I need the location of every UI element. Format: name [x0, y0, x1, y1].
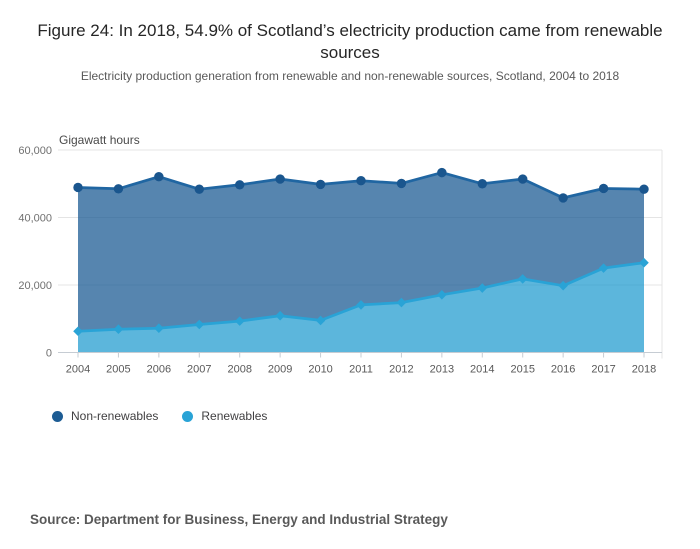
svg-text:2013: 2013 — [430, 364, 454, 376]
svg-text:2011: 2011 — [349, 364, 373, 376]
data-point-non-renewables — [356, 176, 366, 186]
data-point-non-renewables — [235, 180, 245, 190]
svg-text:2007: 2007 — [187, 364, 211, 376]
data-point-non-renewables — [73, 182, 83, 193]
data-point-non-renewables — [315, 179, 326, 190]
data-point-non-renewables — [154, 171, 164, 182]
svg-text:2010: 2010 — [308, 364, 332, 376]
markers-renewables — [73, 257, 649, 337]
svg-text:2015: 2015 — [510, 364, 534, 376]
svg-text:0: 0 — [46, 348, 52, 360]
data-point-renewables — [517, 274, 528, 284]
data-point-non-renewables — [194, 184, 204, 194]
chart-title: Figure 24: In 2018, 54.9% of Scotland’s … — [37, 21, 663, 63]
legend-label: Renewables — [201, 409, 268, 423]
non-renewables-swatch-icon — [52, 410, 63, 422]
data-point-renewables — [477, 283, 488, 293]
legend-item-non-renewables: Non-renewables — [52, 409, 158, 423]
data-point-renewables — [73, 326, 83, 337]
data-point-renewables — [437, 289, 447, 300]
svg-text:40,000: 40,000 — [18, 213, 52, 225]
legend-label: Non-renewables — [71, 409, 159, 423]
svg-text:2006: 2006 — [147, 364, 171, 376]
data-point-renewables — [598, 263, 609, 273]
data-point-non-renewables — [437, 167, 447, 178]
data-point-non-renewables — [113, 184, 124, 194]
y-axis-title: Gigawatt hours — [59, 133, 140, 147]
svg-text:20,000: 20,000 — [18, 280, 52, 292]
svg-text:2005: 2005 — [106, 364, 130, 376]
svg-text:2017: 2017 — [591, 364, 615, 376]
data-point-renewables — [558, 280, 568, 291]
data-point-non-renewables — [275, 174, 285, 184]
svg-text:2014: 2014 — [470, 364, 494, 376]
x-axis — [58, 352, 662, 358]
data-point-renewables — [639, 257, 649, 268]
data-point-non-renewables — [598, 183, 609, 194]
legend-item-renewables: Renewables — [182, 409, 267, 423]
svg-text:2016: 2016 — [551, 364, 575, 376]
data-point-non-renewables — [518, 174, 528, 184]
chart-subtitle: Electricity production generation from r… — [80, 69, 620, 83]
data-point-non-renewables — [558, 193, 568, 203]
series-area-non-renewables — [78, 172, 644, 332]
data-point-renewables — [154, 323, 164, 333]
data-point-renewables — [315, 315, 326, 326]
x-axis-labels: 2004 2005 2006 2007 2008 2009 2010 2011 2012 2013… — [66, 364, 656, 376]
data-point-renewables — [275, 310, 285, 321]
data-point-renewables — [194, 319, 205, 330]
svg-text:60,000: 60,000 — [18, 145, 52, 157]
legend: Non-renewables Renewables — [52, 409, 267, 423]
y-axis-labels: 0 20,000 40,000 60,000 — [18, 145, 52, 360]
svg-text:2018: 2018 — [632, 364, 656, 376]
data-point-renewables — [113, 324, 124, 335]
source-note: Source: Department for Business, Energy … — [30, 512, 448, 527]
data-point-renewables — [356, 300, 366, 310]
renewables-swatch-icon — [182, 410, 194, 422]
data-point-renewables — [234, 316, 245, 326]
svg-text:2009: 2009 — [268, 364, 292, 376]
data-point-non-renewables — [477, 179, 487, 189]
data-point-non-renewables — [639, 184, 649, 194]
markers-non-renewables — [73, 167, 649, 203]
svg-text:2004: 2004 — [66, 364, 90, 376]
svg-text:2012: 2012 — [389, 364, 413, 376]
data-point-non-renewables — [396, 178, 407, 189]
svg-text:2008: 2008 — [227, 364, 251, 376]
data-point-renewables — [396, 297, 407, 308]
